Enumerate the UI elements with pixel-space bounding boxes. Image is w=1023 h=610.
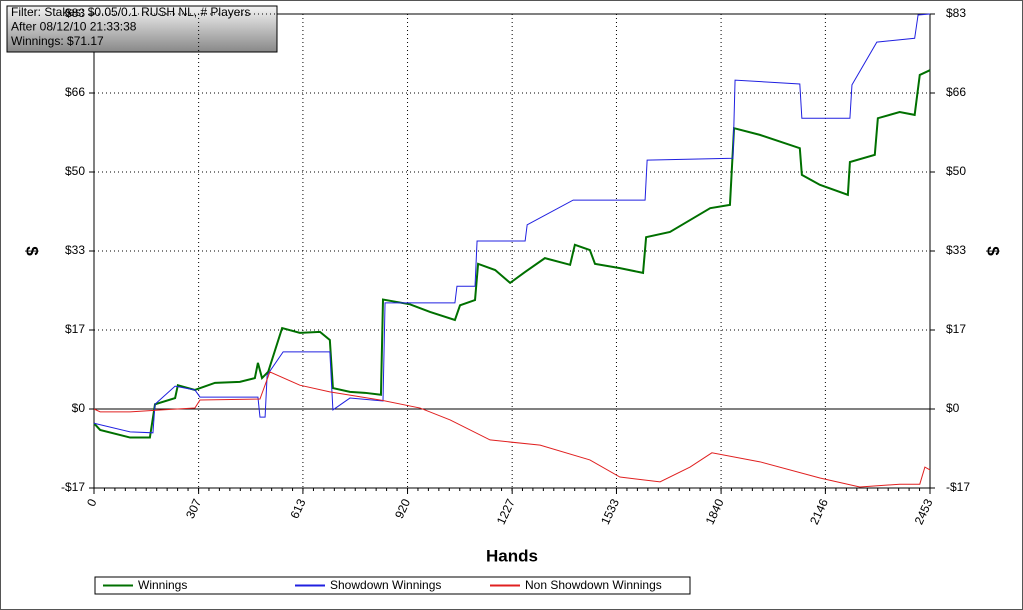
- series-line: [93, 371, 931, 488]
- y-tick-label: $0: [72, 401, 86, 415]
- y-tick-label-right: -$17: [946, 480, 970, 494]
- y-tick-label: $17: [65, 322, 85, 336]
- series-line: [93, 69, 931, 439]
- y-tick-label-right: $50: [946, 164, 966, 178]
- y-tick-label-right: $17: [946, 322, 966, 336]
- y-tick-label: $33: [65, 243, 85, 257]
- legend-label: Non Showdown Winnings: [525, 578, 662, 592]
- y-tick-label: $83: [65, 6, 85, 20]
- legend-label: Winnings: [138, 578, 187, 592]
- y-tick-label-right: $66: [946, 85, 966, 99]
- series-line: [93, 13, 931, 434]
- y-tick-label-right: $0: [946, 401, 960, 415]
- legend-label: Showdown Winnings: [330, 578, 441, 592]
- filter-text: After 08/12/10 21:33:38: [11, 20, 137, 34]
- filter-text: Filter: Stakes: $0.05/0.1 RUSH NL, # Pla…: [11, 5, 250, 19]
- y-tick-label: -$17: [61, 480, 85, 494]
- y-tick-label: $66: [65, 85, 85, 99]
- filter-text: Winnings: $71.17: [11, 34, 104, 48]
- y-tick-label-right: $83: [946, 6, 966, 20]
- y-axis-label-right: $: [984, 246, 1003, 256]
- y-axis-label: $: [23, 246, 42, 256]
- x-axis-label: Hands: [486, 546, 538, 565]
- y-tick-label-right: $33: [946, 243, 966, 257]
- legend: [94, 576, 691, 595]
- y-tick-label: $50: [65, 164, 85, 178]
